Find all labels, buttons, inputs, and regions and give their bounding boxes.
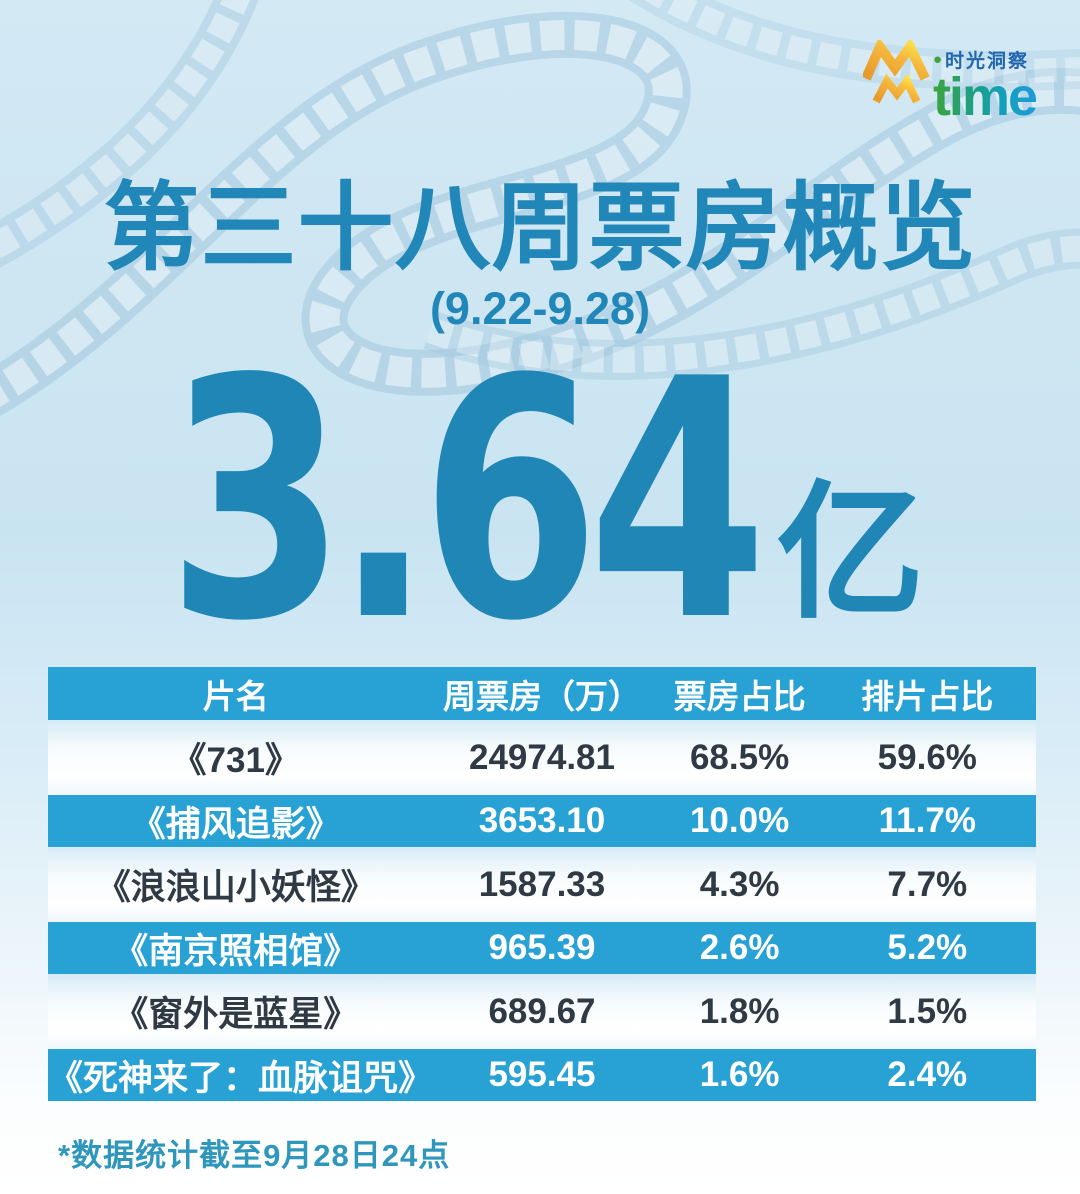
box-office-share: 68.5% — [689, 737, 790, 777]
table-row: 《死神来了：血脉诅咒》 595.45 1.6% 2.4% — [48, 1049, 1036, 1101]
screening-share: 2.4% — [887, 1055, 968, 1094]
weekly-box-office: 24974.81 — [469, 737, 615, 777]
box-office-share: 4.3% — [699, 864, 780, 904]
logo-wordmark: time — [932, 67, 1038, 127]
film-title: 《731》 — [171, 741, 300, 780]
table-header-row: 片名 周票房（万） 票房占比 排片占比 — [48, 667, 1036, 720]
weekly-box-office: 689.67 — [488, 991, 596, 1031]
box-office-share: 1.8% — [699, 991, 780, 1031]
headline-value: 3.64 — [166, 309, 767, 693]
screening-share: 11.7% — [878, 801, 976, 840]
table-row: 《捕风追影》 3653.10 10.0% 11.7% — [48, 795, 1036, 847]
weekly-box-office: 595.45 — [488, 1055, 596, 1094]
film-title: 《捕风追影》 — [130, 804, 341, 844]
film-title: 《南京照相馆》 — [113, 931, 359, 971]
screening-share: 1.5% — [887, 991, 968, 1031]
footnote: *数据统计截至9月28日24点 — [58, 1138, 451, 1173]
box-office-share: 1.6% — [699, 1055, 780, 1094]
column-header-film: 片名 — [202, 677, 269, 715]
box-office-share: 2.6% — [699, 928, 780, 967]
weekly-box-office: 965.39 — [488, 928, 596, 967]
mtime-logo: ● 时光洞察 time — [862, 40, 1038, 127]
headline-unit: 亿 — [776, 471, 925, 637]
screening-share: 59.6% — [877, 737, 977, 777]
box-office-share: 10.0% — [689, 801, 790, 840]
table-row: 《窗外是蓝星》 689.67 1.8% 1.5% — [48, 974, 1036, 1049]
table-row: 《浪浪山小妖怪》 1587.33 4.3% 7.7% — [48, 847, 1036, 922]
headline-total: 3.64 亿 — [0, 309, 1080, 693]
film-title: 《浪浪山小妖怪》 — [95, 868, 376, 907]
screening-share: 5.2% — [887, 928, 968, 967]
tagline-dot-icon: ● — [932, 51, 943, 68]
column-header-weekly-box-office: 周票房（万） — [442, 677, 641, 715]
film-title: 《窗外是蓝星》 — [113, 995, 359, 1034]
logo-text-block: ● 时光洞察 time — [932, 40, 1038, 127]
film-title: 《死神来了：血脉诅咒》 — [48, 1058, 434, 1098]
mtime-m-icon — [862, 40, 930, 104]
screening-share: 7.7% — [887, 864, 968, 904]
table-row: 《731》 24974.81 68.5% 59.6% — [48, 720, 1036, 795]
table-row: 《南京照相馆》 965.39 2.6% 5.2% — [48, 922, 1036, 974]
weekly-box-office: 3653.10 — [478, 801, 606, 840]
page-title: 第三十八周票房概览 — [103, 175, 977, 282]
box-office-table: 片名 周票房（万） 票房占比 排片占比 《731》 24974.81 68.5%… — [48, 667, 1036, 1101]
column-header-screening-share: 排片占比 — [861, 677, 994, 715]
column-header-box-office-share: 票房占比 — [673, 677, 806, 715]
weekly-box-office: 1587.33 — [478, 864, 606, 904]
